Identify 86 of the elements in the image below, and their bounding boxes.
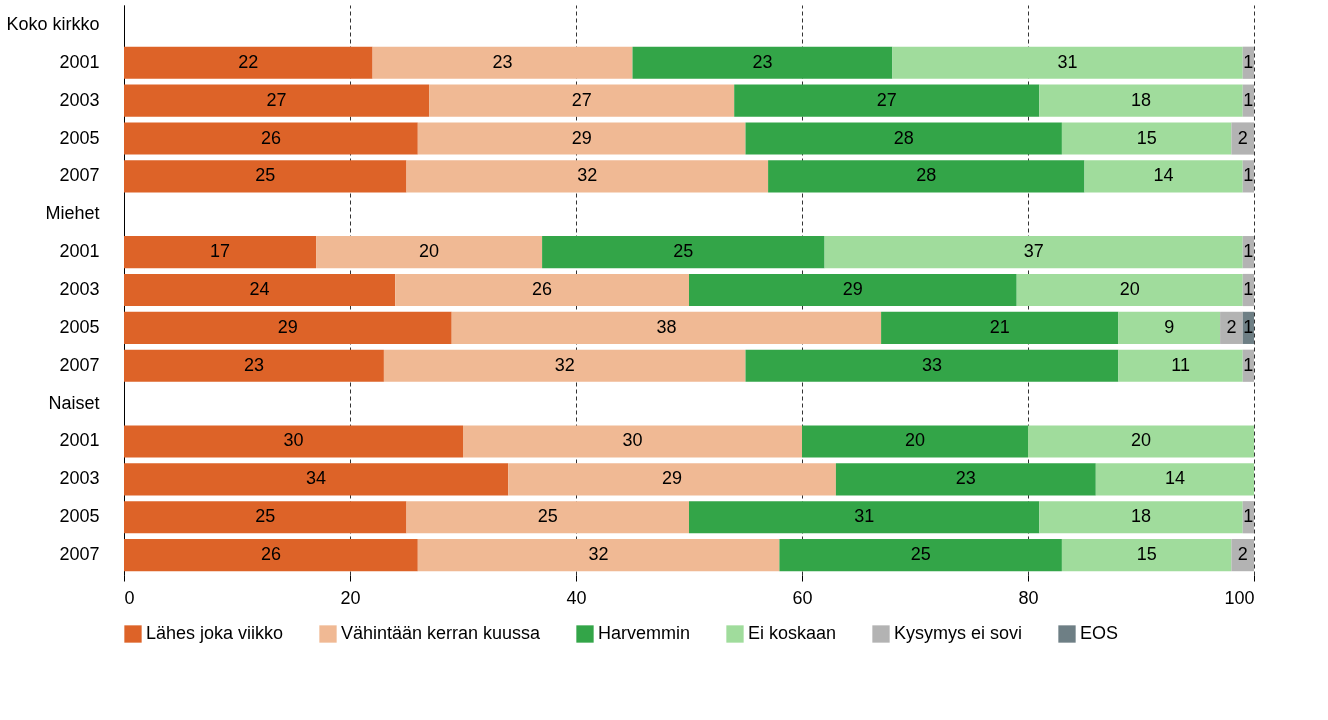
y-tick-label: 2001 (59, 51, 100, 72)
y-tick-label: 2003 (59, 279, 100, 299)
data-label: 29 (842, 279, 863, 299)
data-label: 26 (532, 279, 553, 299)
data-label: 29 (662, 468, 683, 489)
y-tick-label: 2005 (59, 316, 100, 337)
data-label: 23 (752, 51, 773, 72)
data-label: 25 (673, 241, 694, 262)
data-label: 21 (989, 316, 1010, 337)
data-label: 29 (277, 316, 298, 337)
data-label: 32 (577, 165, 598, 186)
data-label: 1 (1243, 316, 1254, 337)
data-label: 1 (1243, 89, 1254, 110)
data-label: 27 (571, 89, 592, 110)
legend-label: Kysymys ei sovi (894, 623, 1023, 643)
y-tick-label: 2001 (59, 241, 100, 262)
data-label: 23 (492, 51, 513, 72)
data-label: 33 (921, 354, 942, 375)
data-label: 15 (1136, 127, 1157, 148)
data-label: 37 (1023, 241, 1044, 262)
data-label: 15 (1136, 544, 1157, 565)
y-tick-label: 2001 (59, 430, 100, 451)
data-label: 28 (893, 127, 914, 148)
data-label: 23 (955, 468, 976, 489)
data-label: 31 (1057, 51, 1078, 72)
data-label: 34 (306, 468, 327, 489)
legend-label: Harvemmin (598, 623, 691, 643)
data-label: 30 (622, 430, 643, 451)
data-label: 30 (283, 430, 304, 451)
y-tick-label: Miehet (45, 203, 100, 224)
data-label: 1 (1243, 279, 1254, 299)
x-tick-label: 60 (792, 587, 813, 608)
data-label: 2 (1226, 316, 1237, 337)
data-label: 22 (238, 51, 259, 72)
data-label: 2 (1237, 127, 1248, 148)
data-label: 27 (266, 89, 287, 110)
legend-label: EOS (1080, 623, 1119, 643)
data-label: 31 (854, 506, 875, 527)
data-label: 1 (1243, 354, 1254, 375)
data-label: 32 (588, 544, 609, 565)
data-label: 26 (260, 127, 281, 148)
data-label: 26 (260, 544, 281, 565)
data-label: 29 (571, 127, 592, 148)
data-label: 32 (554, 354, 575, 375)
y-tick-label: 2003 (59, 468, 100, 489)
data-label: 17 (210, 241, 231, 262)
legend-label: Lähes joka viikko (146, 623, 284, 643)
y-tick-label: 2007 (59, 165, 100, 186)
data-label: 20 (1130, 430, 1152, 451)
data-label: 24 (249, 279, 270, 299)
x-tick-label: 80 (1018, 587, 1039, 608)
data-label: 18 (1130, 506, 1152, 527)
y-tick-label: 2005 (59, 127, 100, 148)
x-tick-label: 20 (340, 587, 361, 608)
y-tick-label: 2003 (59, 89, 100, 110)
y-tick-label: 2005 (59, 506, 100, 527)
data-label: 11 (1171, 354, 1190, 375)
data-label: 1 (1243, 51, 1254, 72)
data-label: 9 (1164, 316, 1175, 337)
data-label: 25 (255, 165, 276, 186)
y-tick-label: 2007 (59, 354, 100, 375)
data-label: 25 (537, 506, 558, 527)
data-label: 27 (876, 89, 897, 110)
x-tick-label: 100 (1224, 587, 1255, 608)
data-label: 18 (1130, 89, 1152, 110)
data-label: 25 (255, 506, 276, 527)
data-label: 1 (1243, 241, 1254, 262)
data-label: 28 (916, 165, 937, 186)
y-tick-label: Koko kirkko (6, 13, 100, 34)
data-label: 20 (419, 241, 440, 262)
data-label: 14 (1153, 165, 1174, 186)
y-tick-label: 2007 (59, 544, 100, 565)
data-label: 25 (910, 544, 931, 565)
data-label: 1 (1243, 165, 1254, 186)
data-label: 2 (1237, 544, 1248, 565)
x-tick-label: 40 (566, 587, 587, 608)
legend-label: Vähintään kerran kuussa (341, 623, 542, 643)
data-label: 20 (904, 430, 926, 451)
data-label: 38 (656, 316, 677, 337)
y-tick-label: Naiset (48, 392, 100, 413)
data-label: 20 (1119, 279, 1140, 299)
x-tick-label: 0 (124, 587, 135, 608)
data-label: 1 (1243, 506, 1254, 527)
data-label: 23 (243, 354, 264, 375)
legend-label: Ei koskaan (748, 623, 837, 643)
data-label: 14 (1164, 468, 1185, 489)
